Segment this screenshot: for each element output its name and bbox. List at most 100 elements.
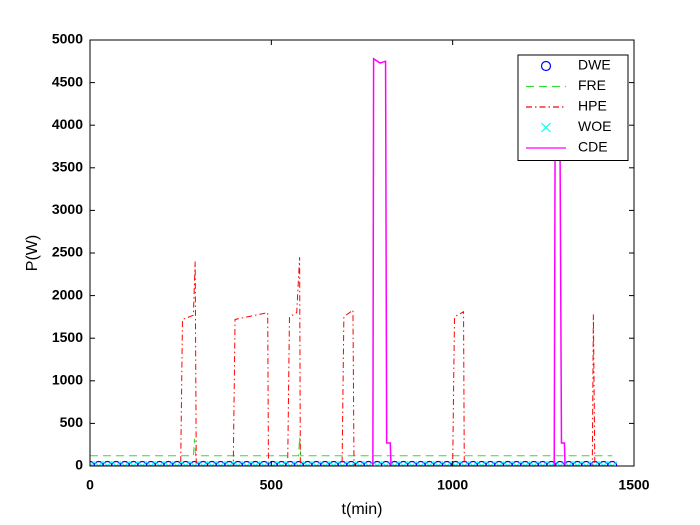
y-axis-label: P(W) xyxy=(24,235,41,271)
marker xyxy=(293,461,304,466)
marker xyxy=(389,460,400,466)
marker xyxy=(554,460,566,466)
marker xyxy=(511,461,522,466)
y-tick-label: 1000 xyxy=(52,372,83,388)
marker xyxy=(319,460,331,466)
marker xyxy=(598,461,609,466)
series-line xyxy=(90,437,613,457)
marker xyxy=(285,460,296,466)
marker xyxy=(520,460,531,466)
marker xyxy=(198,461,209,466)
marker xyxy=(180,461,191,466)
marker xyxy=(189,461,200,466)
y-tick-label: 2000 xyxy=(52,286,83,302)
marker xyxy=(363,460,374,466)
marker xyxy=(267,461,278,466)
marker xyxy=(293,460,304,466)
marker xyxy=(328,461,339,466)
x-axis-label: t(min) xyxy=(342,501,383,518)
marker xyxy=(520,461,531,466)
x-tick-label: 1000 xyxy=(437,477,468,493)
marker xyxy=(459,461,470,466)
y-tick-label: 2500 xyxy=(52,244,83,260)
legend-swatch xyxy=(541,122,551,133)
legend-label: HPE xyxy=(578,98,607,114)
marker xyxy=(528,460,540,466)
marker xyxy=(572,461,583,466)
legend-label: WOE xyxy=(578,118,611,134)
marker xyxy=(468,461,478,466)
marker xyxy=(163,461,174,466)
marker xyxy=(311,460,322,466)
marker xyxy=(372,461,383,466)
marker xyxy=(485,460,496,466)
marker xyxy=(128,461,139,466)
marker xyxy=(215,460,226,466)
axes: 0 500 1000 1500 0 500 1000 1500 2000 2500 3000 3500… xyxy=(52,31,650,493)
marker xyxy=(311,461,322,466)
legend-label: DWE xyxy=(578,57,611,73)
marker xyxy=(320,461,330,466)
marker xyxy=(137,461,148,466)
marker xyxy=(537,461,548,466)
legend: DWE FRE HPE WOE CDE xyxy=(517,54,629,161)
x-tick-label: 500 xyxy=(260,477,284,493)
marker xyxy=(128,460,139,466)
marker xyxy=(146,461,156,466)
y-tick-label: 3000 xyxy=(52,201,83,217)
marker xyxy=(111,460,122,466)
marker xyxy=(189,460,200,466)
marker xyxy=(302,461,313,466)
marker xyxy=(145,460,157,466)
marker xyxy=(276,460,287,466)
marker xyxy=(163,460,174,466)
legend-label: CDE xyxy=(578,139,608,155)
marker xyxy=(589,461,600,466)
marker xyxy=(398,460,409,466)
marker xyxy=(467,460,479,466)
marker xyxy=(250,461,261,466)
marker xyxy=(424,461,435,466)
marker xyxy=(607,460,618,466)
series-line xyxy=(90,257,613,466)
marker xyxy=(476,461,487,466)
marker xyxy=(433,460,444,466)
legend-box xyxy=(517,54,629,161)
plot xyxy=(90,57,618,466)
marker xyxy=(346,461,357,466)
marker xyxy=(93,461,104,466)
marker xyxy=(285,461,296,466)
marker xyxy=(267,460,278,466)
marker xyxy=(450,460,461,466)
marker xyxy=(258,460,270,466)
marker xyxy=(302,460,313,466)
marker xyxy=(433,461,444,466)
marker xyxy=(259,461,270,466)
marker xyxy=(102,460,113,466)
marker xyxy=(493,460,505,466)
marker xyxy=(198,460,209,466)
marker xyxy=(232,460,244,466)
marker xyxy=(555,461,565,466)
marker xyxy=(407,461,417,466)
marker xyxy=(502,460,513,466)
marker xyxy=(424,460,435,466)
marker xyxy=(119,460,130,466)
marker xyxy=(572,460,583,466)
series-line xyxy=(90,57,613,466)
marker xyxy=(224,460,235,466)
marker xyxy=(346,460,357,466)
marker xyxy=(380,460,392,466)
marker xyxy=(241,460,252,466)
y-tick-label: 4500 xyxy=(52,73,83,89)
marker xyxy=(441,461,452,466)
marker xyxy=(233,461,243,466)
marker xyxy=(137,460,148,466)
marker xyxy=(598,460,609,466)
marker xyxy=(494,461,505,466)
marker xyxy=(511,460,522,466)
marker xyxy=(607,461,618,466)
marker xyxy=(381,461,391,466)
y-tick-label: 0 xyxy=(75,457,83,473)
